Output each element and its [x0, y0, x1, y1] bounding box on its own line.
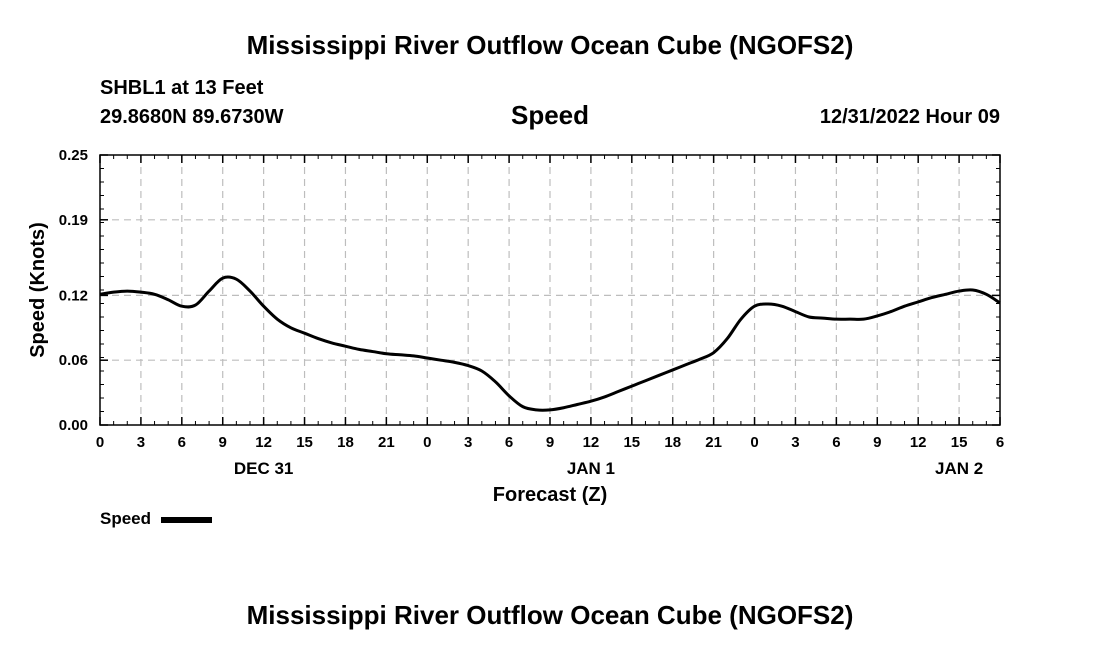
legend-label: Speed [100, 509, 152, 528]
y-tick-label: 0.06 [59, 352, 88, 369]
y-tick-label: 0.00 [59, 417, 88, 434]
x-tick-label: 6 [505, 434, 513, 451]
x-tick-label: 3 [464, 434, 472, 451]
top-title: Mississippi River Outflow Ocean Cube (NG… [246, 30, 854, 60]
x-tick-label: 21 [705, 434, 722, 451]
x-tick-label: 18 [337, 434, 354, 451]
y-tick-label: 0.12 [59, 287, 88, 304]
x-axis-label: Forecast (Z) [493, 484, 607, 506]
bottom-title: Mississippi River Outflow Ocean Cube (NG… [246, 600, 854, 630]
x-tick-label: 9 [546, 434, 554, 451]
series-layer [99, 275, 1001, 412]
x-date-label: JAN 1 [567, 459, 615, 478]
x-tick-label: 3 [137, 434, 145, 451]
chart-title: Speed [510, 100, 590, 130]
x-tick-label: 12 [255, 434, 272, 451]
x-date-label: DEC 31 [234, 459, 294, 478]
x-tick-label: 15 [951, 434, 968, 451]
x-tick-label: 0 [96, 434, 104, 451]
x-tick-label: 18 [664, 434, 681, 451]
x-tick-label: 12 [910, 434, 927, 451]
grid-lines [100, 155, 1000, 425]
y-tick-label: 0.19 [59, 212, 88, 229]
forecast-datetime: 12/31/2022 Hour 09 [819, 106, 1000, 128]
x-tick-label: 12 [583, 434, 600, 451]
x-tick-label: 6 [996, 434, 1004, 451]
x-tick-label: 15 [623, 434, 640, 451]
series-line-speed [99, 275, 1001, 412]
x-tick-label: 9 [873, 434, 881, 451]
x-tick-label: 15 [296, 434, 313, 451]
x-tick-label: 0 [423, 434, 431, 451]
station-label: SHBL1 at 13 Feet [100, 77, 264, 99]
x-tick-label: 6 [832, 434, 840, 451]
y-tick-label: 0.25 [59, 147, 88, 164]
x-tick-label: 9 [219, 434, 227, 451]
tick-labels: 0 3 6 9 12 15 18 21 0 3 6 9 12 15 18 21 0 3 6 9 12 15 6 0.00 0.0… [59, 147, 1004, 478]
plot-frame [99, 154, 1001, 426]
legend-line-swatch [161, 517, 212, 523]
station-coordinates: 29.8680N 89.6730W [100, 106, 284, 128]
x-tick-label: 21 [378, 434, 395, 451]
x-tick-label: 3 [791, 434, 799, 451]
x-tick-label: 6 [178, 434, 186, 451]
x-date-label: JAN 2 [935, 459, 983, 478]
x-tick-label: 0 [750, 434, 758, 451]
y-axis-label: Speed (Knots) [27, 222, 49, 358]
